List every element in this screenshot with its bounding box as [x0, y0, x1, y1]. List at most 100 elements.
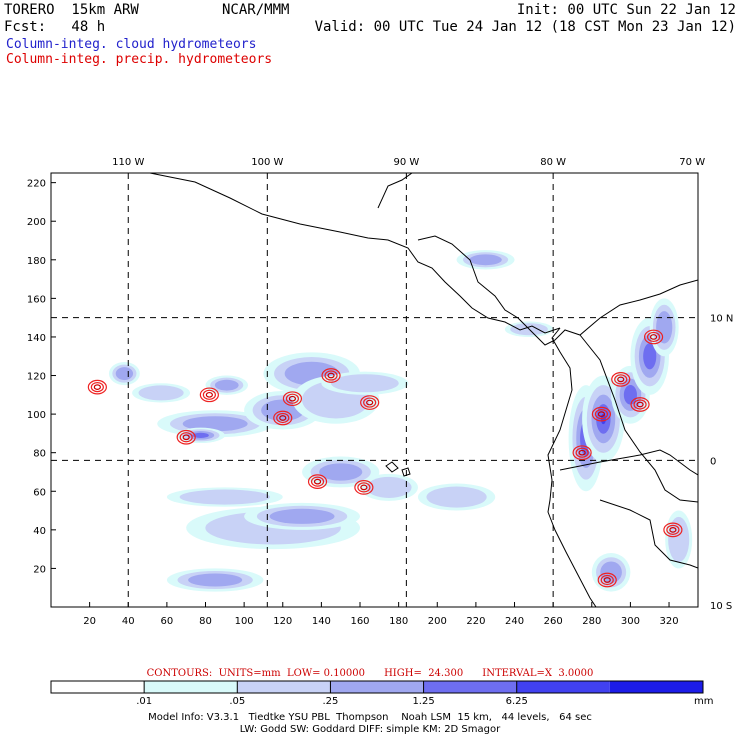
y-tick-label-3: 80: [33, 449, 46, 460]
model-name: TORERO 15km ARW: [4, 2, 139, 18]
x-tick-label-10: 220: [466, 616, 485, 627]
cloud-region-12-level-3: [319, 463, 363, 481]
border-peru: [599, 499, 698, 569]
colorbar-level-2: .25: [322, 696, 338, 707]
coastline-galapagos: [385, 461, 411, 477]
x-tick-label-8: 180: [389, 616, 408, 627]
y-tick-label-8: 180: [27, 256, 46, 267]
x-tick-label-0: 20: [83, 616, 96, 627]
y-tick-label-7: 160: [27, 294, 46, 305]
precip-contour-7-0: [307, 474, 328, 489]
precip-contour-11-1: [614, 374, 628, 385]
field-cloud-label: Column-integ. cloud hydrometeors: [6, 37, 257, 52]
precip-contour-5-2: [327, 372, 335, 379]
colorbar-segment-0: [51, 681, 145, 693]
colorbar: .01 .05 .25 1.25 6.25: [50, 680, 704, 707]
lat-label-1: 0: [710, 456, 716, 467]
coastline-caribbean: [417, 235, 519, 319]
axis-ticks: 20 40 60 80 100 120 140 160 180 200 220 240 260 280 30…: [27, 157, 733, 627]
precip-contour-8-2: [360, 484, 368, 491]
colorbar-frame: [50, 680, 704, 694]
cloud-region-13-level-2: [366, 476, 412, 498]
x-tick-label-11: 240: [505, 616, 524, 627]
model-info-line2: LW: Godd SW: Goddard DIFF: simple KM: 2D…: [239, 724, 501, 735]
colorbar-level-4: 6.25: [506, 696, 528, 707]
cloud-region-11-level-3: [269, 508, 335, 524]
border-interior: [559, 449, 698, 476]
precip-contour-12-0: [630, 397, 650, 412]
precip-contour-0-2: [93, 384, 101, 390]
coastline-panama: [517, 279, 698, 346]
forecast-hour: Fcst: 48 h: [4, 19, 106, 35]
precip-contour-9-2: [578, 449, 586, 456]
precip-contour-14-0: [597, 572, 617, 588]
cloud-region-23-level-3: [600, 561, 622, 584]
cloud-region-0-level-3: [115, 367, 134, 381]
precip-contour-2-0: [199, 387, 219, 403]
init-time: Init: 00 UTC Sun 22 Jan 12: [516, 2, 736, 18]
precip-contour-11-2: [617, 376, 625, 383]
y-tick-label-4: 100: [27, 410, 46, 421]
precip-contour-2-1: [202, 389, 216, 400]
precip-contour-4-2: [288, 395, 297, 402]
colorbar-segment-6: [609, 681, 703, 693]
border-andes: [579, 334, 698, 503]
precip-contour-10-0: [591, 406, 612, 422]
x-tick-label-6: 140: [312, 616, 331, 627]
y-tick-label-1: 40: [33, 526, 46, 537]
precip-contour-14-1: [600, 574, 614, 586]
precip-contour-3-0: [273, 410, 293, 426]
cloud-region-9-level-2: [179, 489, 271, 505]
y-tick-label-0: 20: [33, 564, 46, 575]
x-tick-label-15: 320: [659, 616, 678, 627]
colorbar-level-3: 1.25: [412, 696, 434, 707]
field-precip-label: Column-integ. precip. hydrometeors: [6, 52, 273, 67]
x-tick-label-5: 120: [273, 616, 292, 627]
colorbar-segment-5: [516, 681, 610, 693]
cloud-region-21-level-4: [643, 343, 657, 370]
y-tick-label-2: 60: [33, 487, 46, 498]
precip-contour-6-1: [363, 397, 377, 408]
precip-contour-15-0: [663, 522, 683, 538]
lon-label-2: 90 W: [393, 157, 419, 168]
precip-contour-3-1: [276, 412, 290, 424]
coastline-layer: [149, 173, 698, 607]
cloud-region-4-level-3: [214, 379, 239, 391]
colorbar-level-0: .01: [136, 696, 152, 707]
precip-contour-14-2: [603, 577, 611, 583]
precip-contour-10-2: [597, 411, 606, 417]
precip-contour-12-1: [633, 399, 647, 410]
cloud-region-2-level-3: [182, 416, 248, 432]
x-tick-label-7: 160: [350, 616, 369, 627]
precip-contour-6-2: [366, 399, 374, 406]
precip-contour-2-2: [205, 391, 213, 398]
lon-label-4: 70 W: [679, 157, 705, 168]
coastline-mexico: [149, 173, 561, 334]
precip-contour-1-1: [179, 432, 193, 443]
cloud-region-1-level-2: [138, 385, 184, 401]
y-tick-label-5: 120: [27, 372, 46, 383]
precip-contour-11-0: [611, 372, 631, 387]
cloud-region-15-level-3: [188, 573, 243, 587]
x-tick-label-9: 200: [428, 616, 447, 627]
x-tick-label-14: 300: [621, 616, 640, 627]
plot-frame: [50, 172, 699, 608]
precip-contour-13-0: [643, 329, 664, 345]
precip-contour-5-1: [324, 370, 338, 381]
colorbar-units: mm: [694, 696, 714, 707]
precip-contour-8-1: [357, 482, 371, 493]
x-tick-label-4: 100: [235, 616, 254, 627]
lon-label-0: 110 W: [112, 157, 144, 168]
precip-contour-6-0: [360, 395, 380, 410]
cloud-region-3-level-4: [192, 432, 209, 438]
precip-contour-9-0: [572, 445, 592, 461]
precip-contour-0-1: [90, 382, 104, 393]
valid-time: Valid: 00 UTC Tue 24 Jan 12 (18 CST Mon …: [314, 19, 736, 35]
x-tick-label-2: 60: [161, 616, 174, 627]
precip-contour-13-1: [646, 331, 661, 343]
y-tick-label-10: 220: [27, 179, 46, 190]
precip-contour-9-1: [575, 447, 589, 458]
precip-contour-4-1: [285, 393, 300, 404]
y-tick-label-6: 140: [27, 333, 46, 344]
lon-label-3: 80 W: [540, 157, 566, 168]
